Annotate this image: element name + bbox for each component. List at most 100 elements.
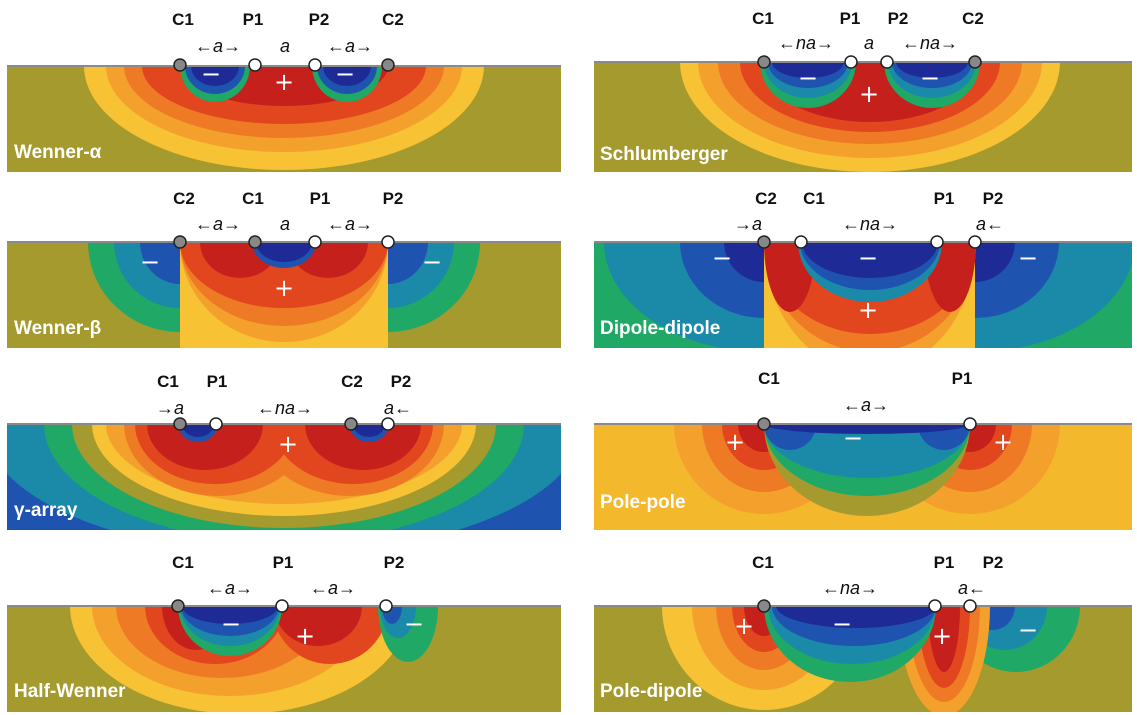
electrode-c1 <box>757 599 771 613</box>
electrode-label: C2 <box>173 189 195 208</box>
electrode-label: P1 <box>952 369 973 388</box>
electrode-label: P2 <box>983 189 1004 208</box>
sign-negative: − <box>843 424 863 452</box>
sign-negative: − <box>422 248 442 276</box>
sign-positive: + <box>725 428 745 456</box>
electrode-p1 <box>248 58 262 72</box>
electrode-label: P1 <box>934 189 955 208</box>
sign-negative: − <box>920 64 940 92</box>
electrode-label: P1 <box>243 10 264 29</box>
sign-negative: − <box>140 248 160 276</box>
electrode-p2 <box>308 58 322 72</box>
sign-positive: + <box>859 80 879 108</box>
electrode-p1 <box>275 599 289 613</box>
panel-title: Half-Wenner <box>14 681 126 702</box>
sign-negative: − <box>201 60 221 88</box>
spacing-label: ←a→ <box>310 578 356 598</box>
potential-contours <box>680 62 1060 172</box>
sign-negative: − <box>832 610 852 638</box>
panel-dipole-dipole: − − + − Dipole-dipole C2 C1 P1 P2 →a ←na… <box>594 189 1132 348</box>
sign-positive: + <box>278 430 298 458</box>
electrode-label: P1 <box>310 189 331 208</box>
electrode-label: P2 <box>384 553 405 572</box>
electrode-label: C2 <box>341 372 363 391</box>
electrode-p1 <box>930 235 944 249</box>
sign-negative: − <box>221 610 241 638</box>
electrode-label: P1 <box>840 9 861 28</box>
potential-contours <box>674 424 1060 516</box>
panel-title: γ-array <box>14 500 78 521</box>
electrode-c1 <box>173 417 187 431</box>
electrode-label: P2 <box>383 189 404 208</box>
electrode-label: P1 <box>934 553 955 572</box>
spacing-label: ←a→ <box>327 36 373 56</box>
electrode-p2 <box>379 599 393 613</box>
spacing-label: ←na→ <box>822 578 878 598</box>
panel-pole-pole: + − + Pole-pole C1 P1 ←a→ <box>594 369 1132 530</box>
sign-negative: − <box>1018 616 1038 644</box>
electrode-c1 <box>248 235 262 249</box>
panel-pole-dipole: + − + − Pole-dipole C1 P1 P2 ←na→ a← <box>594 553 1132 712</box>
panel-gamma-array: + γ-array C1 P1 C2 P2 →a ←na→ a← <box>7 372 561 530</box>
sign-negative: − <box>1018 244 1038 272</box>
spacing-label: ←a→ <box>195 214 241 234</box>
electrode-p1 <box>928 599 942 613</box>
electrode-c2 <box>968 55 982 69</box>
potential-contours <box>88 242 480 348</box>
spacing-label: ←a→ <box>195 36 241 56</box>
electrode-label: C1 <box>242 189 264 208</box>
potential-contours <box>7 424 561 530</box>
potential-contours <box>604 242 1132 348</box>
potential-contours <box>662 606 1080 712</box>
electrode-c1 <box>757 417 771 431</box>
spacing-label: ←na→ <box>842 214 898 234</box>
sign-negative: − <box>858 244 878 272</box>
electrode-c1 <box>794 235 808 249</box>
spacing-label: a← <box>958 578 986 598</box>
electrode-p2 <box>968 235 982 249</box>
electrode-label: P2 <box>888 9 909 28</box>
panel-schlumberger: − + − Schlumberger C1 P1 P2 C2 ←na→ a ←n… <box>594 9 1132 172</box>
panel-title: Wenner-α <box>14 142 102 163</box>
panel-title: Dipole-dipole <box>600 318 720 339</box>
electrode-label: C1 <box>803 189 825 208</box>
electrode-label: P2 <box>309 10 330 29</box>
spacing-label: ←na→ <box>778 33 834 53</box>
spacing-label: →a <box>156 398 184 418</box>
electrode-label: C1 <box>172 10 194 29</box>
electrode-label: C2 <box>962 9 984 28</box>
electrode-label: C2 <box>382 10 404 29</box>
spacing-label: ←na→ <box>257 398 313 418</box>
electrode-p2 <box>381 417 395 431</box>
sign-negative: − <box>798 64 818 92</box>
electrode-label: C1 <box>758 369 780 388</box>
panel-title: Pole-pole <box>600 492 686 513</box>
electrode-p1 <box>209 417 223 431</box>
electrode-p2 <box>880 55 894 69</box>
panel-wenner-alpha: − + − Wenner-α C1 P1 P2 C2 ←a→ a ←a→ <box>7 10 561 172</box>
sign-negative: − <box>335 60 355 88</box>
electrode-p2 <box>381 235 395 249</box>
electrode-p1 <box>844 55 858 69</box>
sign-positive: + <box>993 428 1013 456</box>
sign-positive: + <box>858 296 878 324</box>
spacing-label: a← <box>976 214 1004 234</box>
spacing-label: ←a→ <box>843 395 889 415</box>
spacing-label: a <box>864 33 874 53</box>
electrode-c2 <box>757 235 771 249</box>
spacing-label: a← <box>384 398 412 418</box>
spacing-label: a <box>280 214 290 234</box>
spacing-label: ←a→ <box>327 214 373 234</box>
panel-half-wenner: − + − Half-Wenner C1 P1 P2 ←a→ ←a→ <box>7 553 561 712</box>
electrode-label: C1 <box>752 9 774 28</box>
spacing-label: a <box>280 36 290 56</box>
sign-positive: + <box>274 68 294 96</box>
electrode-c2 <box>344 417 358 431</box>
electrode-c1 <box>173 58 187 72</box>
electrode-label: C1 <box>172 553 194 572</box>
electrode-p2 <box>963 599 977 613</box>
sign-positive: + <box>295 622 315 650</box>
electrode-c2 <box>173 235 187 249</box>
electrode-label: P1 <box>207 372 228 391</box>
